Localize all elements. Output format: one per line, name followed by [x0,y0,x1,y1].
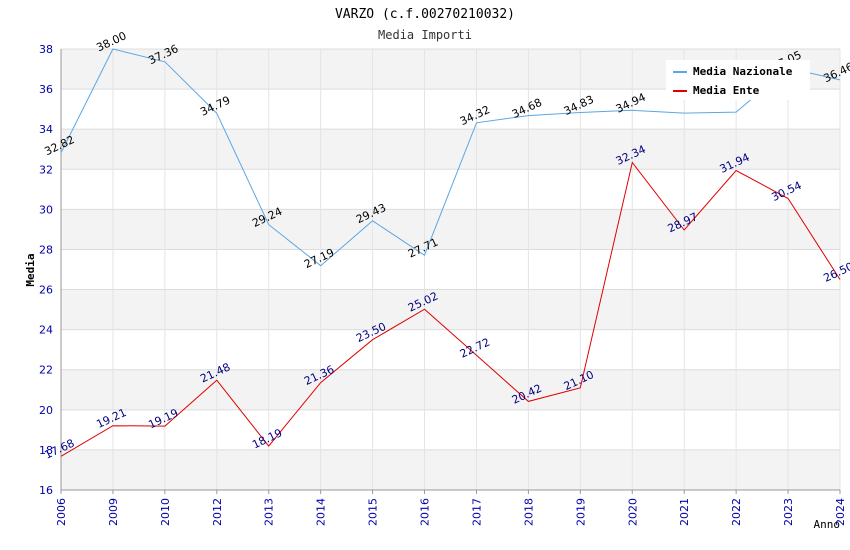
y-tick-label: 20 [39,404,53,417]
grid-band [61,449,840,490]
y-tick-label: 36 [39,83,53,96]
grid-band [61,289,840,330]
series-lines [60,48,841,457]
x-tick-label: 2020 [626,498,639,526]
legend-box [666,60,810,100]
y-tick-label: 24 [39,324,53,337]
x-tick-label: 2024 [834,498,847,526]
x-tick-label: 2012 [211,498,224,526]
chart-title: VARZO (c.f.00270210032) [335,7,515,22]
x-tick-label: 2022 [730,498,743,526]
x-tick-label: 2009 [107,498,120,526]
x-axis-label: Anno [814,518,841,531]
grid-band [61,209,840,250]
x-tick-label: 2016 [419,498,432,526]
y-tick-label: 38 [39,43,53,56]
grid-lines [60,48,841,491]
x-tick-label: 2023 [782,498,795,526]
y-tick-label: 22 [39,364,53,377]
chart-subtitle: Media Importi [378,28,472,42]
plot-area [61,49,840,490]
x-tick-label: 2006 [55,498,68,526]
x-tick-label: 2015 [367,498,380,526]
grid-bands [61,49,840,490]
series-line-media-nazionale [60,48,841,267]
x-tick-label: 2021 [678,498,691,526]
y-tick-label: 34 [39,123,53,136]
y-tick-label: 16 [39,484,53,497]
y-tick-label: 30 [39,203,53,216]
y-axis-label: Media [24,253,37,286]
y-tick-label: 26 [39,284,53,297]
legend-label-nazionale: Media Nazionale [693,65,793,78]
x-tick-label: 2013 [263,498,276,526]
legend-label-ente: Media Ente [693,84,760,97]
y-tick-label: 18 [39,444,53,457]
x-tick-label: 2019 [574,498,587,526]
series-line-media-ente [60,161,841,457]
x-tick-label: 2017 [470,498,483,526]
axes [60,49,841,494]
y-tick-label: 28 [39,243,53,256]
grid-band [61,369,840,410]
grid-band [61,129,840,170]
legend: Media Nazionale Media Ente [666,60,810,100]
x-tick-label: 2018 [522,498,535,526]
y-tick-label: 32 [39,163,53,176]
x-tick-label: 2010 [159,498,172,526]
x-tick-label: 2014 [315,498,328,526]
